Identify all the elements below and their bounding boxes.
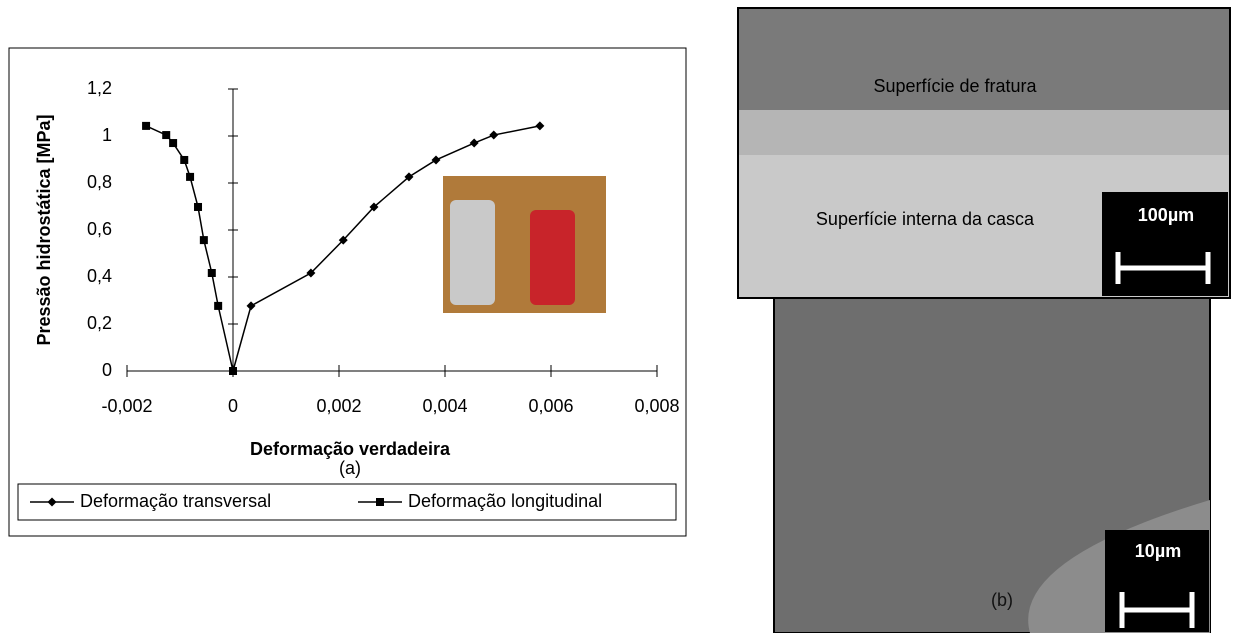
x-tick-label: 0,006 [528,396,573,416]
x-tick-label: 0,002 [316,396,361,416]
x-tick-label: 0,008 [634,396,679,416]
point [229,367,237,375]
y-tick-label: 0 [102,360,112,380]
legend-label: Deformação transversal [80,491,271,511]
caption: (b) [991,590,1013,610]
photo [443,176,606,313]
point [194,203,202,211]
x-axis-label: Deformação verdadeira [250,439,451,459]
point [162,131,170,139]
sem-top [738,8,1230,298]
point [186,173,194,181]
y-tick-label: 1,2 [87,78,112,98]
sem-label: Superfície interna da casca [816,209,1035,229]
x-tick-label: -0,002 [101,396,152,416]
point [200,236,208,244]
y-axis-label: Pressão hidrostática [MPa] [34,114,54,345]
x-tick-label: 0 [228,396,238,416]
y-tick-label: 0,2 [87,313,112,333]
point [208,269,216,277]
point [180,156,188,164]
sem-bottom [774,298,1210,633]
caption: (a) [339,458,361,478]
legend-label: Deformação longitudinal [408,491,602,511]
y-tick-label: 0,6 [87,219,112,239]
y-tick-label: 0,8 [87,172,112,192]
point [214,302,222,310]
x-tick-label: 0,004 [422,396,467,416]
y-tick-label: 1 [102,125,112,145]
point [142,122,150,130]
scale-label: 100µm [1138,205,1194,225]
figure: Pressão hidrostática [MPa] Deformação ve… [0,0,1237,633]
point [169,139,177,147]
scale-label: 10µm [1135,541,1181,561]
sem-label: Superfície de fratura [873,76,1037,96]
point [376,498,384,506]
y-tick-label: 0,4 [87,266,112,286]
